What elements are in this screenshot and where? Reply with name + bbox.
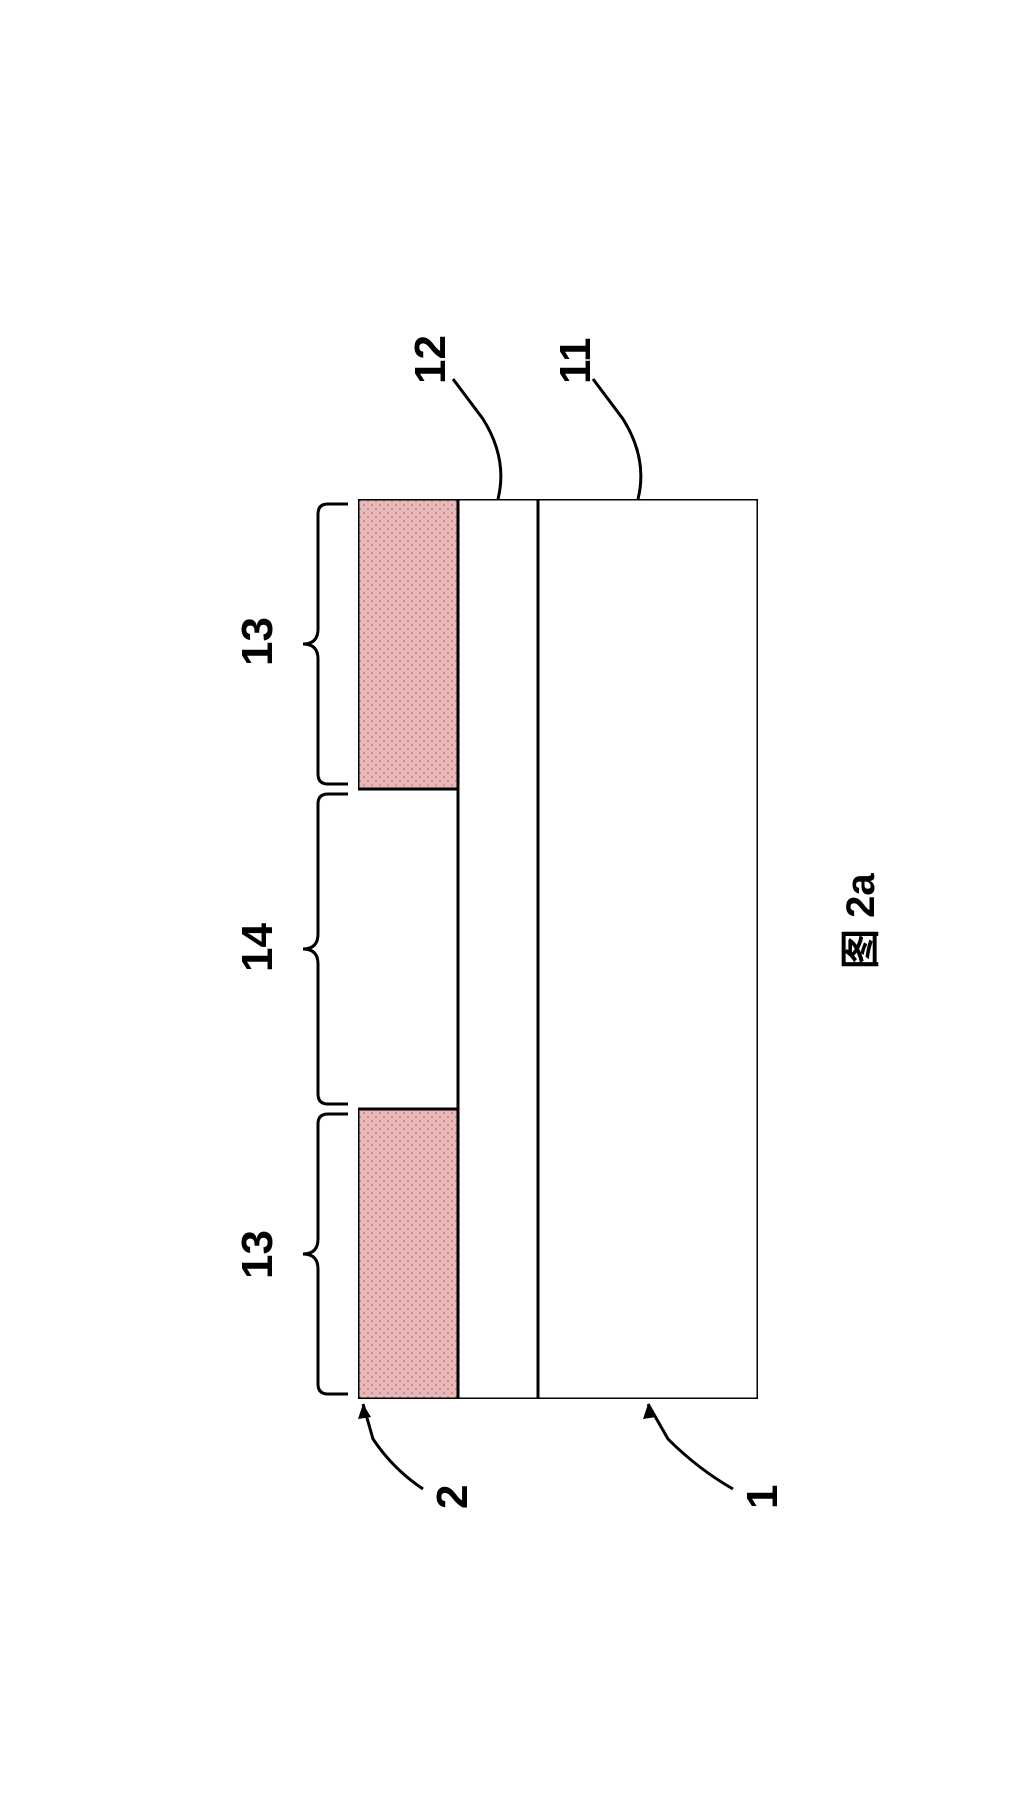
brace-center-label: 14 (233, 923, 283, 972)
leader-top-label: 12 (406, 335, 456, 384)
middle-layer (458, 499, 538, 1399)
brace-center (303, 794, 348, 1104)
leader-bottom-label: 11 (551, 337, 601, 384)
arrow-bottom-label: 1 (738, 1484, 788, 1508)
brace-right (303, 504, 348, 784)
arrow-top-label: 2 (428, 1484, 478, 1508)
substrate-layer (538, 499, 758, 1399)
brace-right-label: 13 (233, 617, 283, 666)
brace-left (303, 1114, 348, 1394)
top-braces (278, 499, 358, 1399)
figure-caption: 图 2a (828, 873, 886, 969)
pattern-right (358, 499, 458, 789)
cross-section-structure (358, 499, 758, 1399)
left-arrows (338, 1379, 758, 1539)
brace-left-label: 13 (233, 1230, 283, 1279)
diagram-container: 13 14 13 2 1 12 11 图 2a (158, 199, 858, 1599)
pattern-left (358, 1109, 458, 1399)
